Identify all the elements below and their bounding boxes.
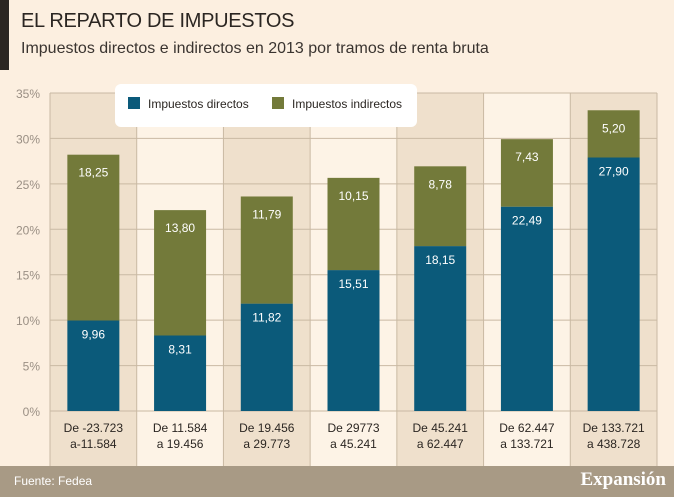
y-tick-label: 25% [16, 178, 40, 192]
bar-indirectos [67, 154, 120, 321]
y-tick-label: 5% [23, 360, 41, 374]
x-tick-label: De 45.241 [413, 421, 469, 435]
y-tick-label: 15% [16, 269, 40, 283]
source: Fuente: Fedea [14, 474, 93, 488]
bar-directos [67, 320, 120, 411]
chart-title: EL REPARTO DE IMPUESTOS [21, 10, 295, 32]
data-label: 27,90 [599, 165, 629, 179]
bar-indirectos [500, 139, 553, 207]
data-label: 11,82 [252, 311, 281, 325]
bar-indirectos [154, 210, 207, 336]
bar-directos [587, 157, 640, 411]
x-tick-label: De -23.723 [64, 421, 124, 435]
y-tick-label: 0% [23, 405, 41, 419]
data-label: 22,49 [512, 214, 542, 228]
bar-indirectos [327, 177, 380, 271]
data-label: 5,20 [602, 121, 626, 135]
y-tick-label: 10% [16, 314, 40, 328]
y-tick-label: 20% [16, 223, 40, 237]
legend-swatch [272, 97, 284, 109]
x-tick-label: De 29773 [327, 421, 379, 435]
x-tick-label: a 133.721 [500, 437, 554, 451]
bar-directos [500, 206, 553, 411]
legend [115, 84, 417, 127]
bar-directos [154, 335, 207, 411]
data-label: 13,80 [165, 221, 195, 235]
x-tick-label: De 11.584 [153, 421, 208, 435]
x-tick-label: a 19.456 [157, 437, 204, 451]
data-label: 9,96 [82, 328, 106, 342]
data-label: 10,15 [338, 189, 368, 203]
bar-directos [414, 246, 467, 411]
bar-indirectos [414, 166, 467, 247]
bar-directos [327, 270, 380, 411]
y-tick-label: 35% [16, 87, 40, 101]
data-label: 7,43 [515, 150, 539, 164]
x-tick-label: a 45.241 [330, 437, 377, 451]
x-tick-label: a 62.447 [417, 437, 464, 451]
data-label: 18,15 [425, 253, 455, 267]
bar-indirectos [587, 110, 640, 158]
legend-swatch [128, 97, 140, 109]
x-tick-label: De 19.456 [239, 421, 295, 435]
data-label: 18,25 [78, 166, 108, 180]
legend-label: Impuestos directos [148, 97, 249, 111]
footer: Fuente: Fedea Expansión [0, 466, 674, 497]
x-tick-label: De 62.447 [499, 421, 555, 435]
title-accent-bar [0, 0, 9, 70]
x-tick-label: a 438.728 [587, 437, 641, 451]
x-tick-label: a-11.584 [70, 437, 117, 451]
x-tick-label: a 29.773 [243, 437, 290, 451]
legend-label: Impuestos indirectos [292, 97, 402, 111]
data-label: 15,51 [338, 277, 368, 291]
data-label: 8,31 [168, 342, 192, 356]
data-label: 11,79 [252, 207, 281, 221]
data-label: 8,78 [429, 177, 453, 191]
y-tick-label: 30% [16, 132, 40, 146]
chart-subtitle: Impuestos directos e indirectos en 2013 … [21, 40, 489, 57]
logo: Expansión [580, 469, 666, 490]
x-tick-label: De 133.721 [583, 421, 645, 435]
bar-directos [240, 303, 293, 411]
bar-indirectos [240, 196, 293, 304]
